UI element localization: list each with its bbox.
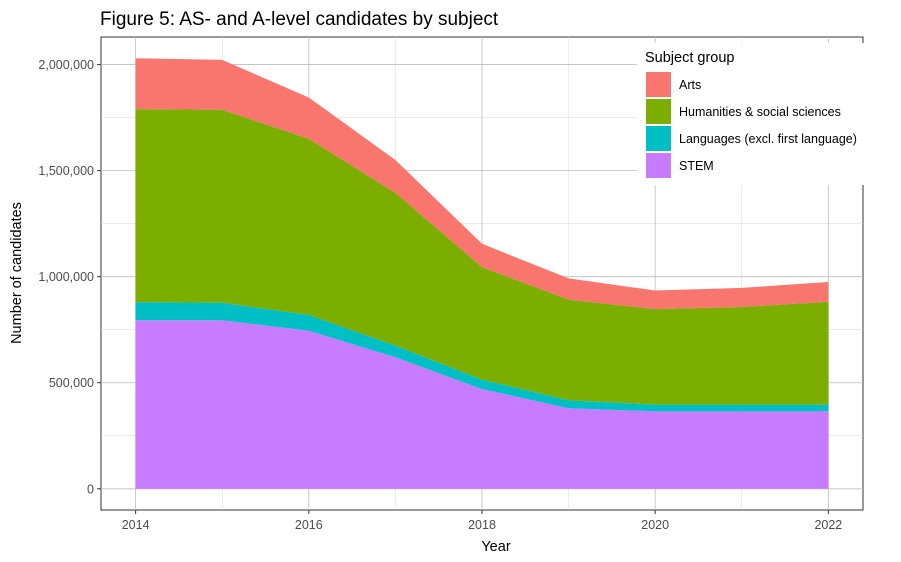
legend-label-languages-excl-first-language: Languages (excl. first language) [679, 132, 857, 146]
y-tick-label: 0 [87, 482, 94, 496]
stacked-areas [135, 58, 829, 489]
y-tick-label: 2,000,000 [38, 58, 94, 72]
area-humanities-social-sciences [135, 109, 829, 405]
legend-background [637, 43, 889, 185]
legend-label-stem: STEM [679, 159, 714, 173]
chart-title: Figure 5: AS- and A-level candidates by … [100, 9, 499, 30]
legend-key-stem [646, 153, 671, 178]
legend-key-humanities-social-sciences [646, 99, 671, 124]
area-stem [135, 320, 829, 489]
legend-title: Subject group [645, 50, 734, 66]
y-tick-label: 1,000,000 [38, 270, 94, 284]
x-axis: 2014 2016 2018 2020 2022 [122, 510, 842, 532]
x-tick-label: 2016 [295, 518, 323, 532]
x-tick-label: 2014 [122, 518, 150, 532]
area-languages-excl-first-language [135, 302, 829, 412]
y-axis: 0 500,000 1,000,000 1,500,000 2,000,000 [38, 58, 101, 496]
legend: Subject group Arts Humanities & social sc… [637, 43, 889, 185]
y-tick-label: 1,500,000 [38, 164, 94, 178]
x-tick-label: 2018 [468, 518, 496, 532]
y-tick-label: 500,000 [49, 376, 94, 390]
area-arts [135, 58, 829, 310]
x-tick-label: 2022 [814, 518, 842, 532]
legend-key-languages-excl-first-language [646, 126, 671, 151]
x-axis-title: Year [481, 539, 510, 555]
legend-label-humanities-social-sciences: Humanities & social sciences [679, 105, 841, 119]
legend-key-arts [646, 72, 671, 97]
x-tick-label: 2020 [641, 518, 669, 532]
legend-label-arts: Arts [679, 78, 701, 92]
y-axis-title: Number of candidates [9, 202, 25, 344]
